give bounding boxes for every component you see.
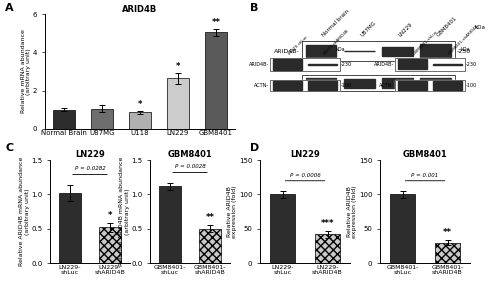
Text: D: D xyxy=(250,143,259,153)
Bar xyxy=(395,80,465,92)
Title: GBM8401: GBM8401 xyxy=(402,150,448,159)
Y-axis label: Relative ARID4B
expression (fold): Relative ARID4B expression (fold) xyxy=(346,185,358,238)
Bar xyxy=(433,64,462,65)
Bar xyxy=(302,76,455,91)
Text: P = 0.0282: P = 0.0282 xyxy=(74,166,106,172)
Text: ARID4B-: ARID4B- xyxy=(248,62,269,67)
Text: GBM8401-shLuc: GBM8401-shLuc xyxy=(412,30,439,56)
Bar xyxy=(390,194,415,263)
Bar xyxy=(128,112,152,129)
Text: -230: -230 xyxy=(341,62,352,67)
Text: ***: *** xyxy=(321,219,334,228)
Text: **: ** xyxy=(443,228,452,237)
Y-axis label: Relative ARID4B mRNA abundance
(arbitrary unit): Relative ARID4B mRNA abundance (arbitrar… xyxy=(119,157,130,266)
Text: GBM8401: GBM8401 xyxy=(436,15,458,37)
Text: LN229-shARID4B: LN229-shARID4B xyxy=(322,29,350,56)
Bar xyxy=(199,229,221,263)
Text: ACTN-: ACTN- xyxy=(254,83,269,88)
Text: A: A xyxy=(5,3,14,13)
Bar xyxy=(99,227,121,263)
Bar xyxy=(52,110,76,129)
Text: LN229: LN229 xyxy=(398,21,413,37)
Bar xyxy=(270,57,340,71)
Text: *: * xyxy=(138,100,142,109)
Bar xyxy=(344,79,374,88)
Title: LN229: LN229 xyxy=(290,150,320,159)
Text: -100: -100 xyxy=(466,83,477,88)
Bar xyxy=(315,234,340,263)
Bar xyxy=(382,78,412,88)
Title: ARID4B: ARID4B xyxy=(122,5,158,13)
Text: ACTN-: ACTN- xyxy=(378,83,394,88)
Bar xyxy=(270,80,340,92)
Text: **: ** xyxy=(206,213,214,222)
Bar xyxy=(166,78,190,129)
Bar xyxy=(270,194,295,263)
Title: GBM8401: GBM8401 xyxy=(168,150,212,159)
Bar xyxy=(398,81,427,90)
Bar xyxy=(270,57,340,71)
Bar xyxy=(395,57,465,71)
Text: kDa: kDa xyxy=(474,25,486,30)
Bar xyxy=(270,80,340,92)
Text: -230: -230 xyxy=(457,49,471,53)
Bar xyxy=(382,47,412,56)
Bar xyxy=(420,44,451,58)
Text: kDa: kDa xyxy=(336,47,345,52)
Bar xyxy=(273,59,302,70)
Text: P = 0.001: P = 0.001 xyxy=(412,173,438,178)
Y-axis label: Relative mRNA abundance
(arbitrary unit): Relative mRNA abundance (arbitrary unit) xyxy=(20,29,32,114)
Text: GBM8401-shARID4B: GBM8401-shARID4B xyxy=(448,24,480,56)
Bar xyxy=(398,59,427,69)
Text: *: * xyxy=(108,211,112,220)
Text: -230: -230 xyxy=(466,62,477,67)
Bar xyxy=(302,41,455,61)
Y-axis label: Relative ARID4B
expression (fold): Relative ARID4B expression (fold) xyxy=(226,185,237,238)
Text: **: ** xyxy=(212,18,220,27)
Text: ARID4B-: ARID4B- xyxy=(274,49,299,53)
Text: C: C xyxy=(5,143,13,153)
Bar xyxy=(159,186,181,263)
Bar xyxy=(204,32,228,129)
Bar xyxy=(59,193,81,263)
Text: GAPDH-: GAPDH- xyxy=(275,81,299,86)
Bar xyxy=(273,81,302,90)
Text: -37: -37 xyxy=(457,81,468,86)
Bar xyxy=(395,57,465,71)
Bar xyxy=(433,82,462,90)
Text: P = 0.0006: P = 0.0006 xyxy=(290,173,320,178)
Bar xyxy=(308,63,337,65)
Bar xyxy=(90,109,114,129)
Text: LN229-shLuc: LN229-shLuc xyxy=(288,35,309,56)
Text: B: B xyxy=(250,3,258,13)
Bar xyxy=(302,41,455,61)
Text: Normal brain: Normal brain xyxy=(321,8,350,37)
Bar xyxy=(420,78,451,88)
Text: kDa: kDa xyxy=(460,47,470,52)
Y-axis label: Relative ARID4B mRNA abundance
(arbitrary unit): Relative ARID4B mRNA abundance (arbitrar… xyxy=(19,157,30,266)
Bar xyxy=(308,82,337,90)
Bar xyxy=(306,45,336,57)
Bar xyxy=(302,76,455,91)
Text: -100: -100 xyxy=(341,83,352,88)
Text: ARID4B-: ARID4B- xyxy=(374,62,394,67)
Title: LN229: LN229 xyxy=(75,150,105,159)
Text: P = 0.0028: P = 0.0028 xyxy=(174,164,206,169)
Bar xyxy=(306,78,336,89)
Bar xyxy=(435,243,460,263)
Bar xyxy=(395,80,465,92)
Text: *: * xyxy=(176,62,180,71)
Text: U87MG: U87MG xyxy=(360,20,377,37)
